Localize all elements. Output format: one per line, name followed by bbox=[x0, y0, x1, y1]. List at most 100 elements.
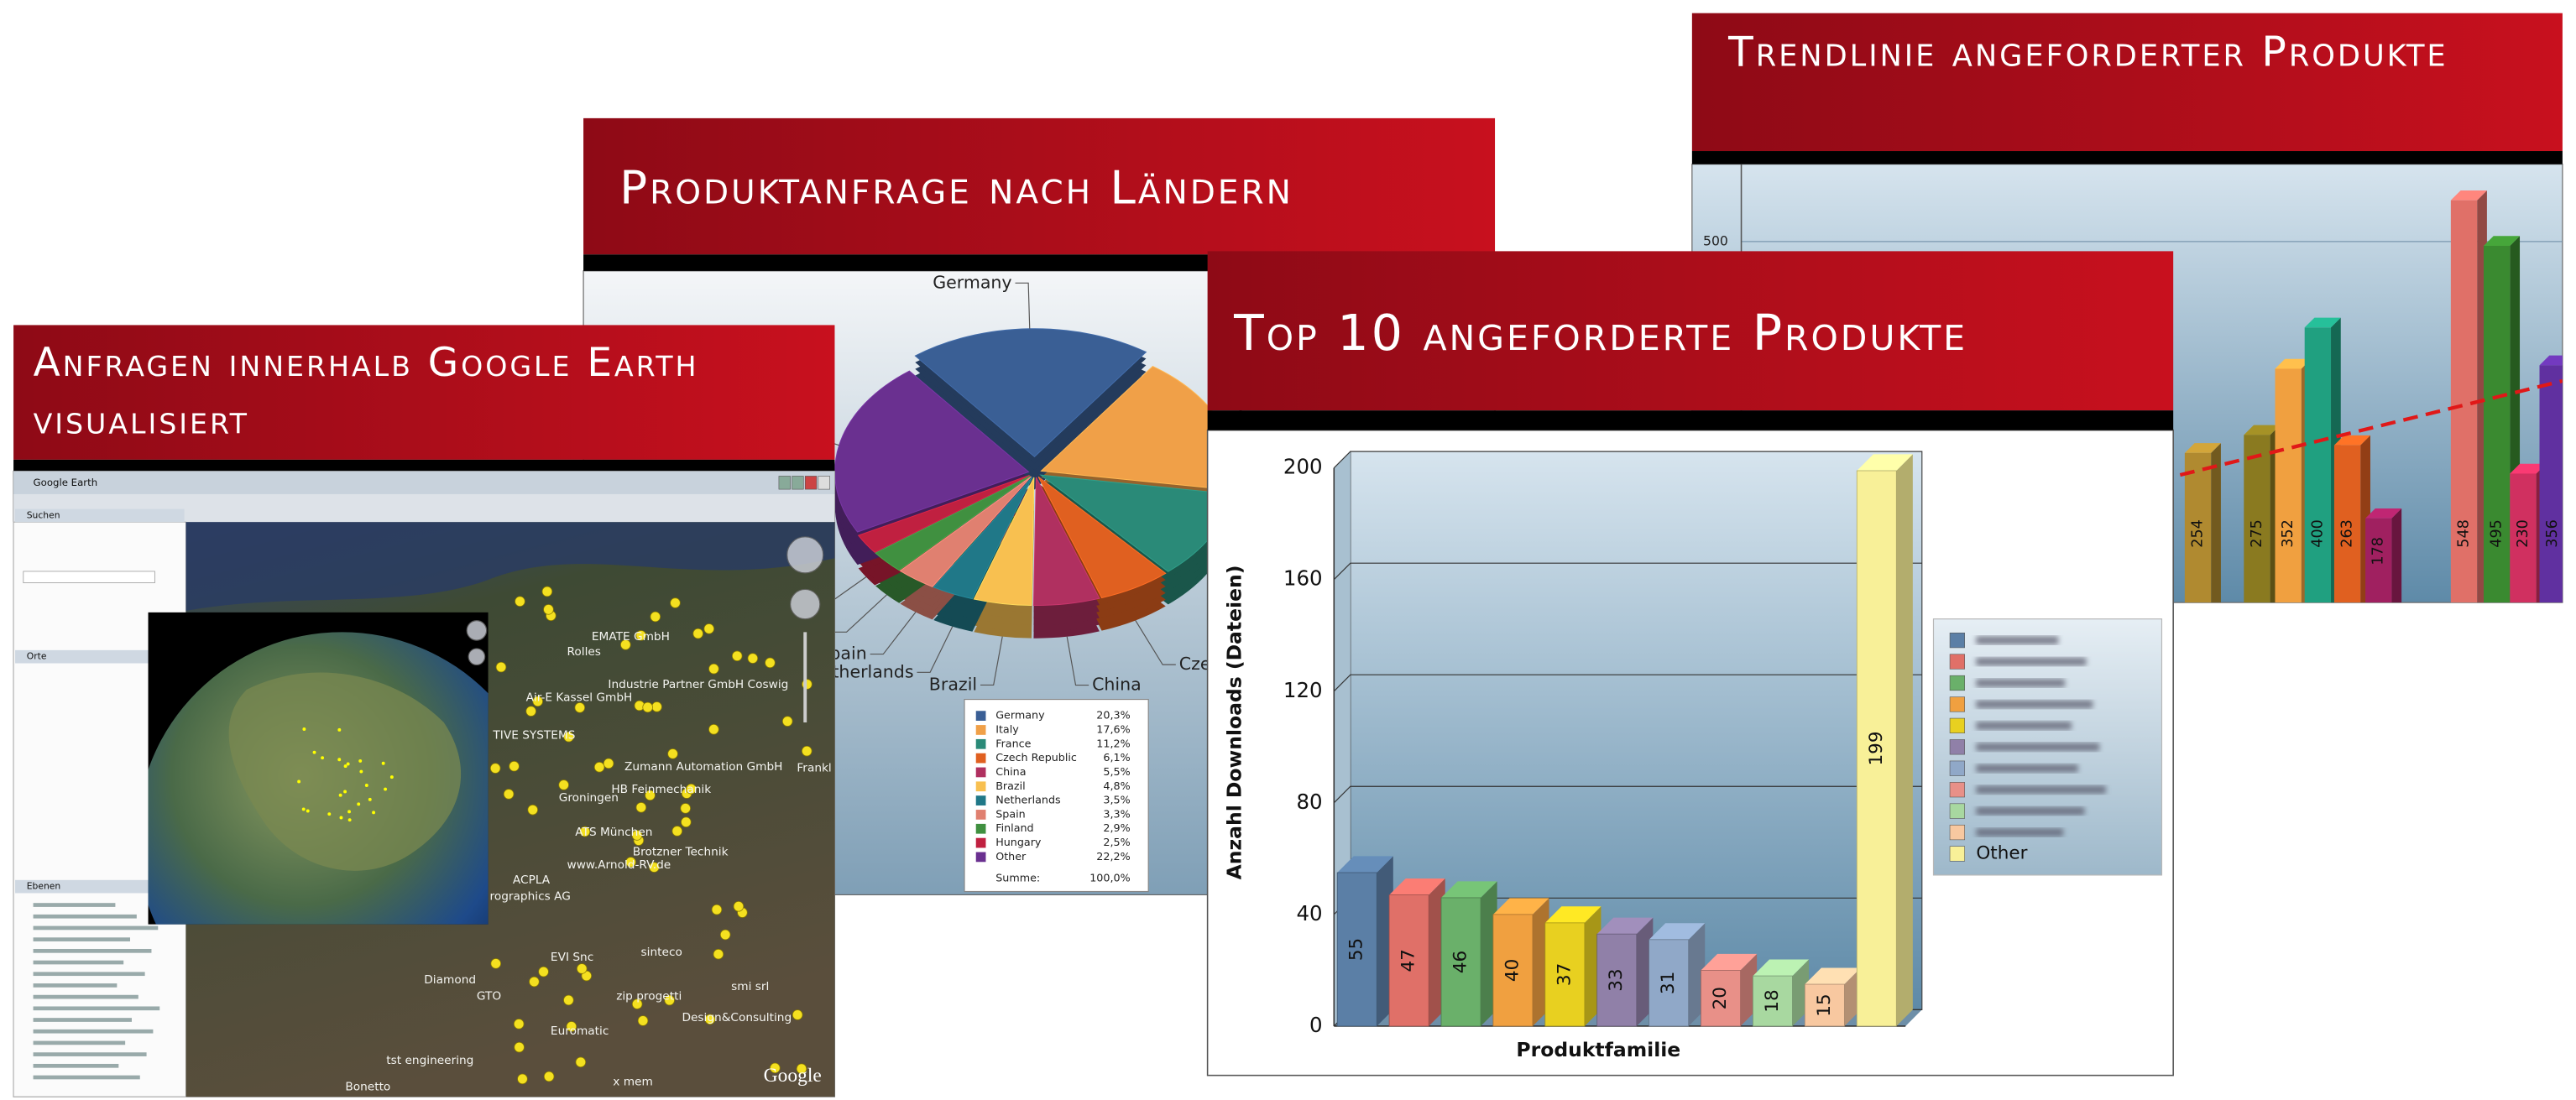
x-axis-label: Produktfamilie bbox=[1516, 1038, 1680, 1061]
legend-swatch bbox=[1949, 824, 1965, 841]
map-pin bbox=[593, 762, 605, 773]
map-pin bbox=[664, 994, 675, 1006]
bar-value-label: 548 bbox=[2456, 519, 2473, 548]
bar bbox=[2275, 368, 2302, 603]
legend-label-blurred bbox=[1976, 764, 2078, 773]
bar bbox=[1804, 983, 1845, 1027]
bar-top bbox=[2333, 435, 2370, 446]
bar-value-label: 55 bbox=[1346, 938, 1367, 961]
sidebar-item bbox=[33, 972, 145, 977]
sidebar-item bbox=[33, 960, 124, 965]
sidebar-header bbox=[15, 649, 185, 664]
nav-control bbox=[468, 648, 486, 666]
app-title: Google Earth bbox=[34, 477, 98, 488]
bar-top bbox=[1805, 967, 1861, 985]
map-label: Brotzner Technik bbox=[633, 846, 729, 859]
map-pin bbox=[747, 653, 759, 664]
map-pin bbox=[579, 826, 591, 837]
legend-label-blurred bbox=[1976, 743, 2100, 752]
legend-swatch bbox=[1949, 739, 1965, 755]
globe-pin bbox=[343, 790, 347, 794]
map-label: smi srl bbox=[731, 980, 769, 993]
legend-value: 2,5% bbox=[1103, 836, 1130, 848]
legend-label: Hungary bbox=[995, 836, 1042, 848]
legend-value: 11,2% bbox=[1096, 737, 1130, 749]
legend-label: Brazil bbox=[995, 779, 1025, 792]
sidebar-item bbox=[33, 937, 131, 941]
legend-value: 22,2% bbox=[1096, 850, 1130, 863]
bar bbox=[2510, 473, 2537, 603]
bar bbox=[2304, 327, 2332, 603]
coast bbox=[185, 522, 835, 611]
pie-label: China bbox=[1092, 675, 1142, 695]
sidebar-item bbox=[33, 1075, 140, 1080]
bar bbox=[1440, 897, 1481, 1027]
legend-label-blurred bbox=[1976, 700, 2093, 709]
pie-label: Brazil bbox=[929, 674, 977, 694]
globe-pin bbox=[337, 758, 342, 762]
legend-swatch bbox=[975, 725, 986, 735]
legend-swatch bbox=[1949, 696, 1965, 712]
map-pin bbox=[541, 586, 553, 597]
pie-leader bbox=[833, 594, 887, 633]
bar bbox=[2483, 245, 2511, 603]
bar-value-label: 495 bbox=[2489, 519, 2505, 548]
pie-label: Germany bbox=[933, 272, 1011, 292]
sidebar-item bbox=[33, 948, 152, 953]
legend-swatch bbox=[1949, 717, 1965, 733]
globe-pin bbox=[389, 775, 394, 779]
sidebar-item bbox=[33, 903, 116, 907]
globe-pin bbox=[327, 812, 332, 816]
map-pin bbox=[566, 1021, 577, 1032]
grid-line bbox=[1333, 674, 1922, 692]
legend-label-blurred bbox=[1976, 636, 2059, 645]
title-stripe bbox=[13, 459, 835, 472]
map-pin bbox=[532, 696, 543, 707]
map-pin bbox=[770, 1062, 781, 1074]
legend-value: 3,5% bbox=[1103, 794, 1130, 806]
globe-pin bbox=[343, 764, 347, 769]
globe-pin bbox=[347, 818, 352, 822]
bar-top bbox=[1389, 878, 1445, 895]
map-pin bbox=[680, 803, 691, 814]
legend-swatch bbox=[975, 767, 986, 778]
trend-line bbox=[2134, 378, 2563, 488]
map-pin bbox=[642, 701, 653, 713]
globe-pin bbox=[372, 811, 376, 815]
bar bbox=[1388, 894, 1429, 1027]
map-pin bbox=[515, 596, 525, 607]
map-pin bbox=[670, 597, 681, 608]
window-button bbox=[818, 476, 830, 490]
bar-top bbox=[1857, 454, 1913, 471]
bar bbox=[2365, 518, 2392, 603]
map-pin bbox=[625, 857, 636, 868]
globe-pin bbox=[359, 769, 363, 774]
bar-top bbox=[1492, 898, 1549, 915]
pie-slice bbox=[973, 477, 1035, 607]
legend-label: Italy bbox=[995, 722, 1019, 735]
bar bbox=[1596, 933, 1638, 1027]
map-label: Zumann Automation GmbH bbox=[624, 760, 782, 774]
globe-pin bbox=[306, 809, 310, 813]
grid-line bbox=[1333, 785, 1922, 804]
map-pin bbox=[733, 901, 745, 912]
legend-swatch bbox=[975, 795, 986, 805]
map-pin bbox=[509, 760, 520, 772]
map-pin bbox=[686, 783, 697, 795]
bar-top bbox=[2304, 317, 2341, 328]
globe-group bbox=[148, 632, 489, 925]
grid-line bbox=[1333, 451, 1922, 469]
pie-leader bbox=[870, 612, 917, 655]
bar-value-label: 254 bbox=[2190, 519, 2207, 548]
sidebar-item bbox=[33, 925, 159, 931]
sidebar-item bbox=[33, 1018, 132, 1022]
legend-label-blurred bbox=[1976, 828, 2064, 837]
legend-total: 100,0% bbox=[1089, 871, 1130, 884]
map-pin bbox=[603, 758, 614, 769]
legend-swatch bbox=[975, 823, 986, 834]
map-pin bbox=[635, 630, 646, 641]
map-pin bbox=[681, 816, 692, 828]
title-box: Produktanfrage nach Ländern bbox=[619, 161, 1293, 216]
map-label: Frankl bbox=[797, 762, 831, 775]
panel-title: Produktanfrage nach Ländern bbox=[619, 161, 1293, 216]
